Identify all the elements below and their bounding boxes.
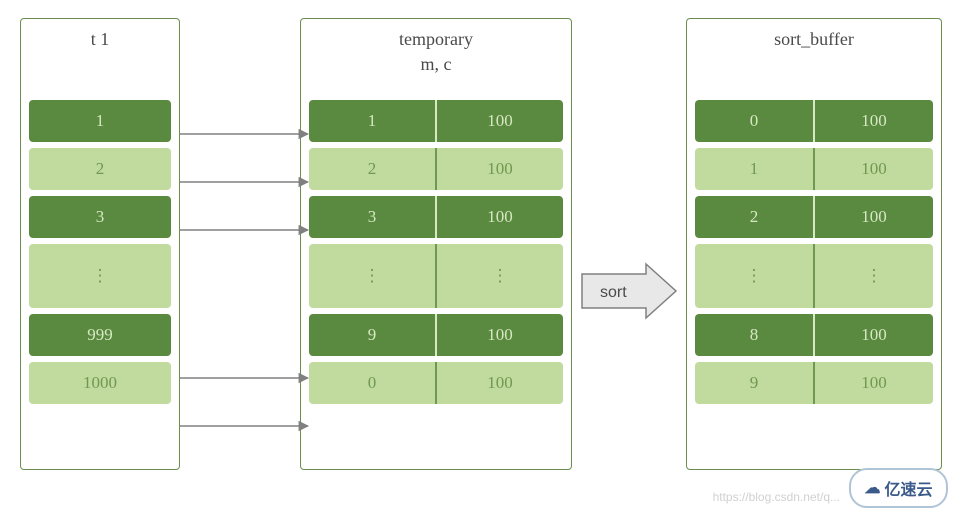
t1-row: 2: [29, 148, 171, 190]
t1-container: t 1 1 2 3 ⋮ 999 1000: [20, 18, 180, 470]
t1-cell: 3: [29, 196, 171, 238]
sort-cell: 100: [815, 148, 933, 190]
sort-cell: 2: [695, 196, 815, 238]
sort-cell: 0: [695, 100, 815, 142]
t1-cell: 999: [29, 314, 171, 356]
sort-row: 8100: [695, 314, 933, 356]
t1-row: 1: [29, 100, 171, 142]
temp-cell: 1: [309, 100, 437, 142]
temp-cell: ⋮: [437, 244, 563, 308]
watermark-text: https://blog.csdn.net/q...: [713, 490, 840, 504]
temp-cell: 2: [309, 148, 437, 190]
t1-rows: 1 2 3 ⋮ 999 1000: [21, 100, 179, 404]
temp-row: 0100: [309, 362, 563, 404]
sort-row: 0100: [695, 100, 933, 142]
sort-arrow-icon: [582, 264, 676, 318]
t1-title: t 1: [21, 27, 179, 52]
temp-rows: 110021003100⋮⋮91000100: [301, 100, 571, 404]
sort-row: 2100: [695, 196, 933, 238]
temp-cell: 0: [309, 362, 437, 404]
temp-cell: 100: [437, 100, 563, 142]
temp-cell: 100: [437, 314, 563, 356]
sort-cell: ⋮: [815, 244, 933, 308]
sort-cell: 1: [695, 148, 815, 190]
sort-cell: 100: [815, 362, 933, 404]
sort-arrow-label: sort: [600, 284, 627, 302]
temp-container: temporarym, c110021003100⋮⋮91000100: [300, 18, 572, 470]
t1-cell: 2: [29, 148, 171, 190]
temp-cell: ⋮: [309, 244, 437, 308]
temp-row: ⋮⋮: [309, 244, 563, 308]
t1-row: 999: [29, 314, 171, 356]
sort-title: sort_buffer: [687, 27, 941, 52]
temp-row: 1100: [309, 100, 563, 142]
t1-cell: 1: [29, 100, 171, 142]
sort-cell: 100: [815, 314, 933, 356]
cloud-icon: ☁: [864, 478, 880, 498]
temp-title: temporarym, c: [301, 27, 571, 77]
temp-cell: 100: [437, 362, 563, 404]
sort-cell: 8: [695, 314, 815, 356]
temp-cell: 9: [309, 314, 437, 356]
temp-row: 9100: [309, 314, 563, 356]
sort-row: 1100: [695, 148, 933, 190]
temp-row: 2100: [309, 148, 563, 190]
t1-cell: 1000: [29, 362, 171, 404]
t1-cell: ⋮: [29, 244, 171, 308]
temp-cell: 100: [437, 148, 563, 190]
sort-cell: ⋮: [695, 244, 815, 308]
temp-cell: 3: [309, 196, 437, 238]
temp-cell: 100: [437, 196, 563, 238]
logo-badge: ☁ 亿速云: [849, 468, 948, 508]
sort-row: ⋮⋮: [695, 244, 933, 308]
temp-row: 3100: [309, 196, 563, 238]
sort-cell: 100: [815, 100, 933, 142]
sort-cell: 100: [815, 196, 933, 238]
sort-row: 9100: [695, 362, 933, 404]
sort-cell: 9: [695, 362, 815, 404]
t1-row: 3: [29, 196, 171, 238]
sort-rows: 010011002100⋮⋮81009100: [687, 100, 941, 404]
t1-row: ⋮: [29, 244, 171, 308]
t1-row: 1000: [29, 362, 171, 404]
logo-text: 亿速云: [884, 476, 932, 500]
sort-container: sort_buffer010011002100⋮⋮81009100: [686, 18, 942, 470]
